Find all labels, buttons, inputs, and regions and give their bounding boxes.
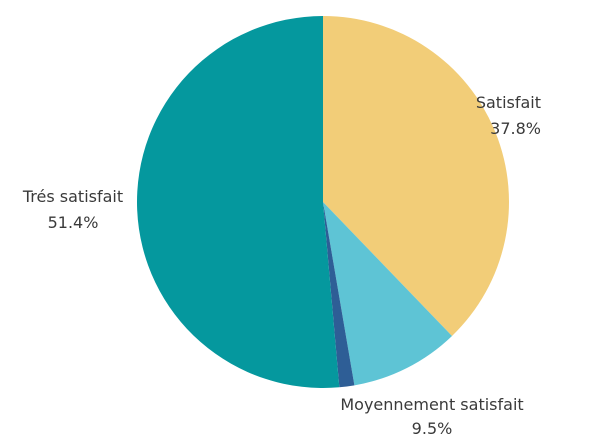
pie-slice-satisfait (323, 16, 509, 336)
pie-slice-tres-satisfait (137, 16, 340, 388)
pie-slice-slice-2 (323, 202, 355, 388)
slice-label-satisfait-value: 37.8% (490, 119, 541, 138)
slice-label-moyennement-satisfait-name: Moyennement satisfait (340, 395, 523, 414)
slice-label-satisfait: Satisfait 37.8% (476, 93, 541, 138)
slice-label-tres-satisfait: Trés satisfait 51.4% (22, 187, 123, 232)
slice-label-moyennement-satisfait: Moyennement satisfait 9.5% (340, 395, 523, 437)
slice-label-moyennement-satisfait-value: 9.5% (412, 419, 453, 437)
slice-label-satisfait-name: Satisfait (476, 93, 541, 112)
slice-label-tres-satisfait-name: Trés satisfait (22, 187, 123, 206)
pie-slices (137, 16, 509, 388)
pie-slice-moyennement-satisfait (323, 202, 453, 386)
slice-label-tres-satisfait-value: 51.4% (48, 213, 99, 232)
